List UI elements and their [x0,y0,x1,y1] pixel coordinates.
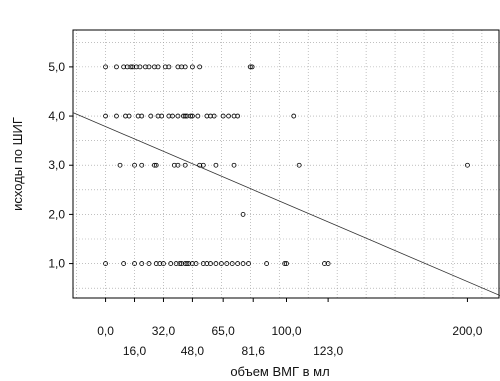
data-point [177,261,183,266]
data-point [146,261,152,266]
data-point [166,64,172,70]
data-point [224,261,230,266]
data-point [208,261,213,266]
data-point [195,113,201,119]
data-point [296,162,302,168]
x-tick-label: 65,0 [211,324,235,338]
x-axis-title: объем ВМГ в мл [230,364,329,379]
x-tick-label: 32,0 [152,324,176,338]
data-point [264,261,269,266]
x-tick-label: 81,6 [242,344,266,358]
data-point [132,261,137,266]
x-tick-label: 0,0 [97,324,114,338]
data-point [159,113,165,119]
data-point [231,162,237,168]
data-point [137,64,143,70]
x-tick-label: 100,0 [271,324,301,338]
data-point [182,64,188,70]
y-tick-label: 5,0 [48,60,65,74]
y-axis-title: исходы по ШИГ [10,117,25,211]
data-point [249,64,255,70]
data-point [128,64,134,70]
data-point [117,162,123,168]
data-point [246,261,251,266]
y-tick-label: 1,0 [48,257,65,271]
data-point [155,64,161,70]
data-point [153,162,159,168]
x-tick-label: 123,0 [313,344,343,358]
data-point [197,64,203,70]
data-point [284,261,289,266]
data-point [103,64,108,70]
y-tick-label: 4,0 [48,109,65,123]
data-point [465,162,470,168]
data-point [161,261,166,266]
data-point [114,64,119,70]
y-tick-label: 3,0 [48,158,65,172]
data-point [114,113,119,119]
y-axis: 1,0 2,0 3,0 4,0 5,0 [48,60,73,271]
data-point [126,113,132,119]
data-point [184,261,190,266]
data-point [235,113,241,119]
data-point [213,162,219,168]
data-point [103,113,108,119]
data-point [146,64,152,70]
data-point [139,113,145,119]
data-point [132,162,137,168]
y-tick-label: 2,0 [48,207,65,221]
data-point [291,113,297,119]
data-point [200,162,206,168]
data-point [168,261,174,266]
data-point [182,113,188,119]
data-point [226,113,232,119]
data-point [175,113,181,119]
data-point [247,64,253,70]
data-point [220,113,226,119]
data-point [240,261,246,266]
data-point [170,113,175,119]
x-axis: 0,0 16,0 32,0 48,0 65,0 81,6 100,0 123,0 200,0 [97,298,483,358]
data-point [211,113,217,119]
data-point [121,261,127,266]
x-tick-label: 48,0 [181,344,205,358]
data-point [193,261,199,266]
data-point [175,162,181,168]
data-point [218,261,224,266]
data-point [213,261,219,266]
data-points [103,64,470,266]
data-point [148,113,154,119]
regression-line [72,112,500,296]
data-point [229,261,235,266]
data-point [235,261,241,266]
data-point [190,113,195,119]
data-point [139,162,145,168]
data-point [282,261,288,266]
data-point [182,162,188,168]
data-point [190,64,195,70]
data-point [325,261,331,266]
data-point [139,261,145,266]
data-point [240,212,246,217]
data-point [103,261,108,266]
data-point [188,113,194,119]
x-tick-label: 16,0 [123,344,147,358]
data-point [152,162,157,168]
x-tick-label: 200,0 [452,324,482,338]
